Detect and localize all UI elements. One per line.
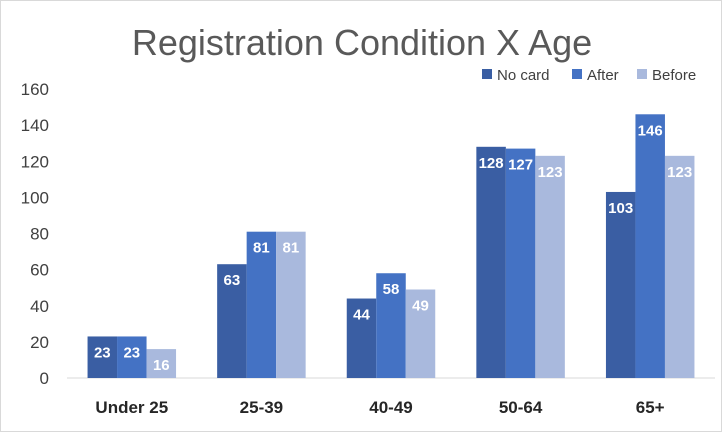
bar-before-25-39 — [276, 231, 306, 378]
data-label-no-card-under-25: 23 — [94, 344, 111, 361]
data-label-after-25-39: 81 — [253, 240, 270, 257]
legend-swatch-after — [572, 69, 582, 79]
bar-no-card-25-39 — [217, 264, 247, 378]
data-labels: 23 63 44 128 103 23 81 58 127 146 16 81 49 123 123 — [94, 122, 692, 374]
bar-before-under-25 — [146, 349, 177, 378]
chart-title: Registration Condition X Age — [132, 22, 592, 63]
data-label-no-card-40-49: 44 — [353, 307, 370, 324]
y-tick-label-0: 0 — [40, 369, 49, 388]
x-tick-label-40-49: 40-49 — [369, 398, 412, 417]
bar-no-card-50-64 — [476, 146, 506, 378]
y-tick-label-160: 160 — [21, 80, 49, 99]
legend: No card After Before — [482, 67, 696, 84]
bars — [87, 114, 695, 378]
bar-no-card-under-25 — [87, 336, 118, 378]
y-tick-label-20: 20 — [30, 333, 49, 352]
bar-after-40-49 — [376, 273, 406, 378]
data-label-no-card-65: 103 — [608, 200, 633, 217]
data-label-before-under-25: 16 — [153, 357, 170, 374]
bar-after-65 — [635, 114, 665, 378]
y-tick-label-100: 100 — [21, 188, 49, 207]
y-tick-label-120: 120 — [21, 152, 49, 171]
bar-before-65 — [664, 155, 695, 378]
y-axis: 0 20 40 60 80 100 120 140 160 — [21, 80, 49, 388]
y-tick-label-60: 60 — [30, 261, 49, 280]
bar-no-card-65 — [605, 191, 636, 378]
legend-swatch-no-card — [482, 69, 492, 79]
legend-label-after: After — [587, 67, 619, 84]
bar-no-card-40-49 — [346, 298, 377, 378]
y-tick-label-80: 80 — [30, 225, 49, 244]
data-label-no-card-50-64: 128 — [479, 155, 504, 172]
bar-before-50-64 — [535, 155, 565, 378]
x-tick-label-65: 65+ — [636, 398, 665, 417]
data-label-after-65: 146 — [638, 122, 663, 139]
legend-swatch-before — [637, 69, 647, 79]
data-label-before-40-49: 49 — [412, 297, 429, 314]
bar-after-50-64 — [505, 148, 536, 378]
x-tick-label-under-25: Under 25 — [95, 398, 168, 417]
x-tick-label-25-39: 25-39 — [240, 398, 283, 417]
data-label-after-40-49: 58 — [383, 281, 400, 298]
data-label-no-card-25-39: 63 — [224, 272, 241, 289]
data-label-after-50-64: 127 — [508, 157, 533, 174]
y-tick-label-40: 40 — [30, 297, 49, 316]
legend-label-no-card: No card — [497, 67, 550, 84]
y-tick-label-140: 140 — [21, 116, 49, 135]
data-label-before-65: 123 — [667, 164, 692, 181]
bar-before-40-49 — [405, 289, 436, 378]
x-tick-label-50-64: 50-64 — [499, 398, 543, 417]
data-label-before-50-64: 123 — [538, 164, 563, 181]
x-axis: Under 25 25-39 40-49 50-64 65+ — [67, 377, 715, 417]
bar-after-25-39 — [246, 231, 277, 378]
legend-label-before: Before — [652, 67, 696, 84]
bar-after-under-25 — [117, 336, 147, 378]
data-label-before-25-39: 81 — [283, 240, 300, 257]
data-label-after-under-25: 23 — [123, 344, 140, 361]
